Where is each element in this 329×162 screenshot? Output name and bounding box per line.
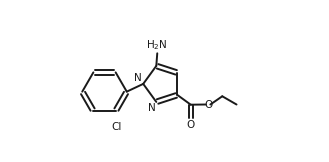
- Text: H$_2$N: H$_2$N: [146, 39, 168, 52]
- Text: O: O: [187, 120, 195, 130]
- Text: N: N: [148, 103, 155, 113]
- Text: O: O: [204, 99, 212, 110]
- Text: Cl: Cl: [112, 122, 122, 132]
- Text: N: N: [135, 73, 142, 83]
